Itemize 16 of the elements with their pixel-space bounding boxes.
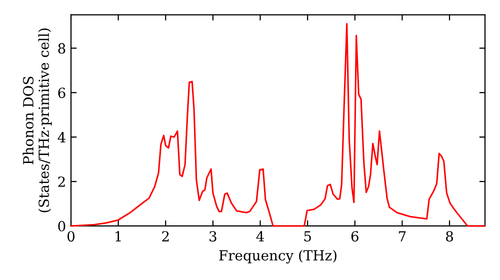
x-tick-label: 1 — [116, 231, 121, 242]
x-tick-label: 6 — [351, 231, 358, 242]
x-tick-label: 3 — [210, 231, 216, 242]
x-tick-label: 8 — [446, 231, 453, 242]
x-tick-label: 5 — [304, 231, 311, 242]
x-tick-label: 7 — [398, 231, 406, 242]
y-tick-label: 2 — [58, 176, 65, 187]
y-tick-label: 8 — [58, 43, 66, 54]
x-tick-label: 0 — [67, 231, 74, 242]
x-tick-label: 4 — [256, 231, 264, 242]
x-tick-label: 2 — [162, 231, 169, 242]
y-tick-label: 4 — [58, 132, 66, 142]
y-tick-label: 6 — [58, 88, 66, 98]
y-axis-title: Phonon DOS (States/THz·primitive cell) — [22, 28, 52, 212]
x-axis-title: Frequency (THz) — [219, 250, 336, 264]
y-tick-label: 0 — [58, 220, 66, 232]
